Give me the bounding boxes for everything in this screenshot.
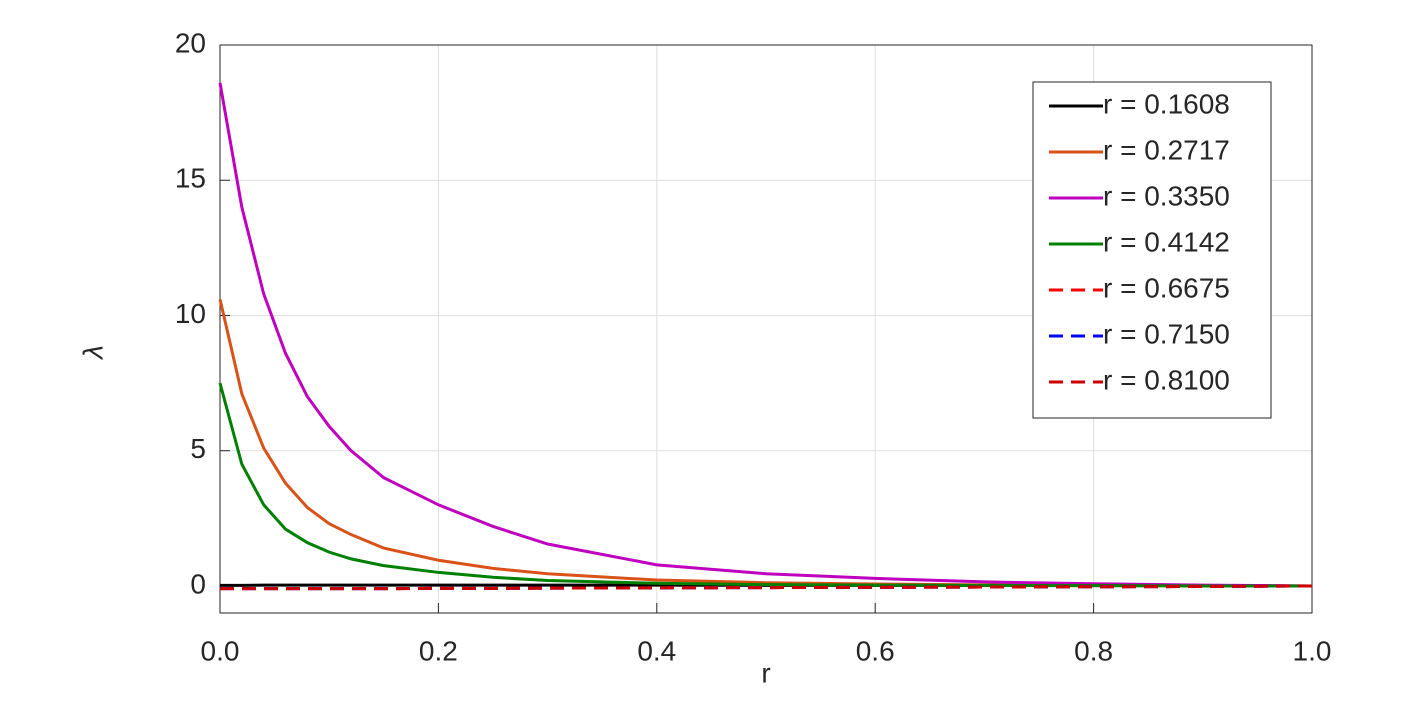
legend-label: r = 0.2717	[1103, 134, 1230, 165]
y-axis-label: λ	[77, 345, 108, 361]
legend-box	[1032, 81, 1272, 419]
x-tick-label: 0.6	[856, 635, 895, 666]
legend-label: r = 0.6675	[1103, 272, 1230, 303]
legend-label: r = 0.1608	[1103, 88, 1230, 119]
y-tick-label: 10	[175, 298, 206, 329]
y-tick-label: 0	[190, 568, 206, 599]
legend-label: r = 0.8100	[1103, 364, 1230, 395]
legend-label: r = 0.7150	[1103, 318, 1230, 349]
y-tick-label: 5	[190, 433, 206, 464]
x-tick-label: 0.0	[201, 635, 240, 666]
series-line	[218, 82, 1313, 588]
y-tick-label: 20	[175, 27, 206, 58]
x-tick-label: 0.8	[1074, 635, 1113, 666]
x-axis-label: r	[761, 657, 770, 688]
x-tick-label: 1.0	[1293, 635, 1332, 666]
legend: r = 0.1608 r = 0.2717 r = 0.3350 r = 0.4142…	[1032, 81, 1272, 419]
y-tick-label: 15	[175, 163, 206, 194]
series-line	[220, 584, 1313, 591]
plot-frame	[219, 44, 1313, 614]
legend-label: r = 0.3350	[1103, 180, 1230, 211]
legend-label: r = 0.4142	[1103, 226, 1230, 257]
series-line	[218, 382, 1312, 588]
x-tick-label: 0.2	[419, 635, 458, 666]
x-tick-label: 0.4	[637, 635, 676, 666]
